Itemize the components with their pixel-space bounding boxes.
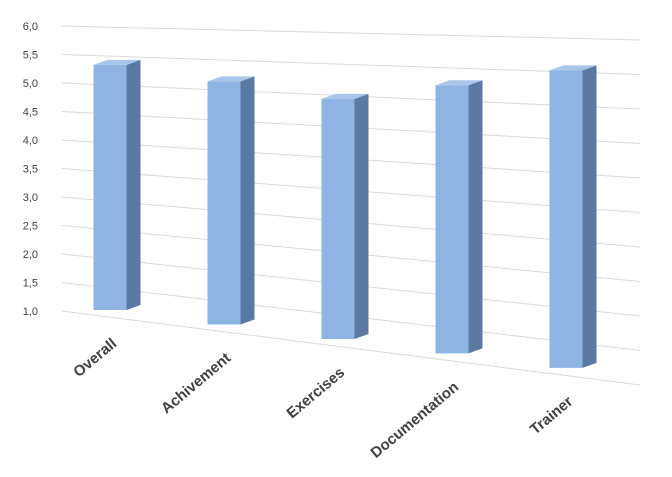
- grid-line: [61, 310, 641, 386]
- bar-top: [93, 59, 141, 65]
- y-tick-label: 4,0: [23, 135, 38, 147]
- bar: [549, 65, 597, 368]
- bar-top: [207, 76, 255, 82]
- grid-line: [61, 54, 641, 75]
- y-tick-label: 5,5: [23, 49, 38, 61]
- y-tick-label: 3,5: [23, 163, 38, 175]
- y-tick-label: 1,5: [23, 277, 38, 289]
- y-tick-label: 4,5: [23, 106, 38, 118]
- bar-side: [468, 80, 483, 354]
- y-tick-label: 1,0: [23, 306, 38, 318]
- bar-front: [549, 70, 583, 368]
- x-tick-label: Documentation: [368, 379, 463, 462]
- x-tick-label: Exercises: [284, 364, 349, 422]
- x-tick-label: Achivement: [158, 350, 234, 418]
- bar-side: [354, 93, 369, 339]
- bar-front: [321, 98, 355, 339]
- y-tick-label: 5,0: [23, 78, 38, 90]
- y-tick-label: 3,0: [23, 192, 38, 204]
- bar: [321, 93, 369, 339]
- x-tick-label: Overall: [70, 335, 120, 381]
- bar-top: [549, 65, 597, 71]
- x-tick-label: Trainer: [527, 393, 576, 438]
- bar-front: [207, 81, 241, 325]
- bar-side: [582, 65, 597, 368]
- bar-top: [321, 93, 369, 99]
- grid-line: [61, 25, 641, 41]
- bar-side: [240, 76, 255, 325]
- bar: [93, 59, 141, 311]
- y-tick-label: 2,5: [23, 220, 38, 232]
- bar: [207, 76, 255, 325]
- bar-top: [435, 80, 483, 86]
- bar-front: [93, 64, 127, 311]
- y-tick-label: 6,0: [23, 21, 38, 33]
- bar-side: [126, 59, 141, 311]
- y-tick-label: 2,0: [23, 249, 38, 261]
- bar: [435, 80, 483, 354]
- bar-front: [435, 85, 469, 354]
